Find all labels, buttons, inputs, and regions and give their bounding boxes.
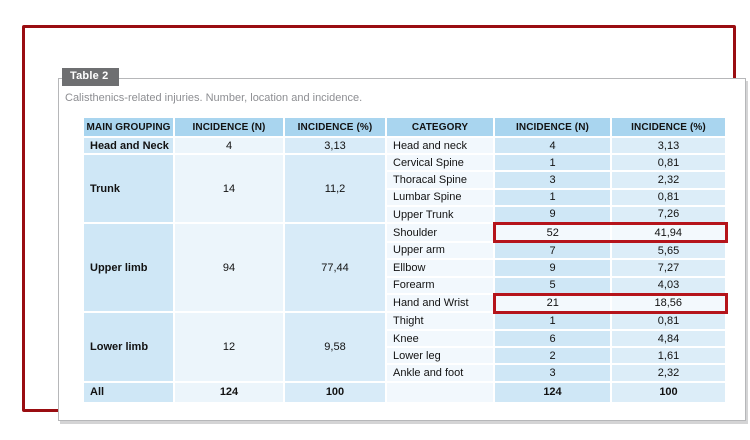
group-incidence-n-cell: 4 [173,135,285,156]
table-row: Hand and Wrist 21 18,56 [83,292,728,314]
highlighted-category-incidence-pct-cell: 18,56 [610,292,728,314]
annotation-frame: Table 2 Calisthenics-related injuries. N… [22,25,746,421]
total-label-cell: All [82,380,175,404]
group-name-cell: Head and Neck [82,135,175,156]
table-row: Lower limb 12 9,58 Thight 1 0,81 [82,311,727,383]
category-incidence-pct-cell: 2,32 [610,170,727,190]
category-incidence-n-cell: 3 [493,363,612,383]
category-incidence-pct-cell: 0,81 [610,153,727,173]
category-cell: Upper arm [385,240,495,261]
table-caption: Calisthenics-related injuries. Number, l… [65,92,363,104]
category-incidence-n-cell: 5 [493,275,612,296]
category-cell: Shoulder [385,222,495,243]
category-cell: Ankle and foot [385,363,495,383]
category-incidence-n-cell: 6 [493,329,612,349]
category-cell: Cervical Spine [385,153,495,173]
table-row: Upper limb 94 77,44 Shoulder 52 41,94 [82,221,728,314]
category-cell: Lumbar Spine [385,187,495,207]
category-incidence-pct-cell: 7,26 [610,204,727,225]
category-incidence-n-cell: 9 [493,204,612,225]
group-name-cell: Lower limb [82,311,175,383]
group-incidence-pct-cell: 11,2 [283,153,387,225]
column-header-incidence-n-right: INCIDENCE (N) [493,116,612,138]
category-cell: Lower leg [385,346,495,366]
column-header-category: CATEGORY [385,116,495,138]
group-incidence-pct-cell: 77,44 [283,222,387,314]
category-cell: Knee [385,329,495,349]
category-cell: Thight [385,311,495,332]
column-header-incidence-n-left: INCIDENCE (N) [173,116,285,138]
table-row: Upper arm 7 5,65 [83,240,727,261]
injury-table: MAIN GROUPING INCIDENCE (N) INCIDENCE (%… [82,116,728,404]
table-row: Knee 6 4,84 [83,329,727,349]
category-incidence-pct-cell: 0,81 [610,187,727,207]
category-cell: Thoracal Spine [385,170,495,190]
category-incidence-pct-cell: 7,27 [610,258,727,278]
category-cell: Head and neck [385,135,495,156]
category-incidence-n-cell: 7 [493,240,612,261]
category-incidence-pct-cell: 1,61 [610,346,727,366]
highlighted-category-incidence-n-cell: 52 [492,221,612,244]
category-cell: Upper Trunk [385,204,495,225]
header-row: MAIN GROUPING INCIDENCE (N) INCIDENCE (%… [82,116,727,138]
table-row: Head and Neck 4 3,13 Head and neck 4 3,13 [82,135,727,156]
category-incidence-n-cell: 1 [493,187,612,207]
category-cell: Hand and Wrist [385,293,495,314]
category-incidence-n-cell: 1 [493,153,612,173]
group-name-cell: Trunk [82,153,175,225]
category-incidence-n-cell: 9 [493,258,612,278]
highlighted-category-incidence-n-cell: 21 [492,292,612,314]
total-category-cell [385,380,495,404]
highlighted-category-incidence-pct-cell: 41,94 [610,221,728,244]
group-incidence-pct-cell: 9,58 [283,311,387,383]
total-row: All 124 100 124 100 [82,380,727,404]
table-row: Ankle and foot 3 2,32 [83,363,727,383]
column-header-incidence-pct-right: INCIDENCE (%) [610,116,727,138]
total-category-incidence-n-cell: 124 [493,380,612,404]
category-incidence-pct-cell: 4,84 [610,329,727,349]
category-incidence-pct-cell: 4,03 [610,275,727,296]
table-row: Trunk 14 11,2 Cervical Spine 1 0,81 [82,153,727,225]
category-incidence-n-cell: 1 [493,311,612,332]
group-incidence-n-cell: 12 [173,311,285,383]
table-row: Ellbow 9 7,27 [83,258,727,278]
table-row: Lower leg 2 1,61 [83,346,727,366]
category-incidence-pct-cell: 0,81 [610,311,727,332]
group-incidence-n-cell: 14 [173,153,285,225]
category-cell: Ellbow [385,258,495,278]
group-incidence-n-cell: 94 [173,222,285,314]
table-row: Lumbar Spine 1 0,81 [83,187,727,207]
category-incidence-n-cell: 3 [493,170,612,190]
category-incidence-pct-cell: 3,13 [610,135,727,156]
category-incidence-pct-cell: 5,65 [610,240,727,261]
category-incidence-pct-cell: 2,32 [610,363,727,383]
total-category-incidence-pct-cell: 100 [610,380,727,404]
category-cell: Forearm [385,275,495,296]
table-row: Forearm 5 4,03 [83,275,727,296]
group-name-cell: Upper limb [82,222,175,314]
total-incidence-n-cell: 124 [173,380,285,404]
table-card: Table 2 Calisthenics-related injuries. N… [58,68,746,421]
column-header-main-grouping: MAIN GROUPING [82,116,175,138]
category-incidence-n-cell: 2 [493,346,612,366]
table-row: Thoracal Spine 3 2,32 [83,170,727,190]
column-header-incidence-pct-left: INCIDENCE (%) [283,116,387,138]
group-incidence-pct-cell: 3,13 [283,135,387,156]
injury-table-body: Head and Neck 4 3,13 Head and neck 4 3,13 Trun… [82,135,728,404]
category-incidence-n-cell: 4 [493,135,612,156]
table-number-tab: Table 2 [62,68,119,86]
total-incidence-pct-cell: 100 [283,380,387,404]
